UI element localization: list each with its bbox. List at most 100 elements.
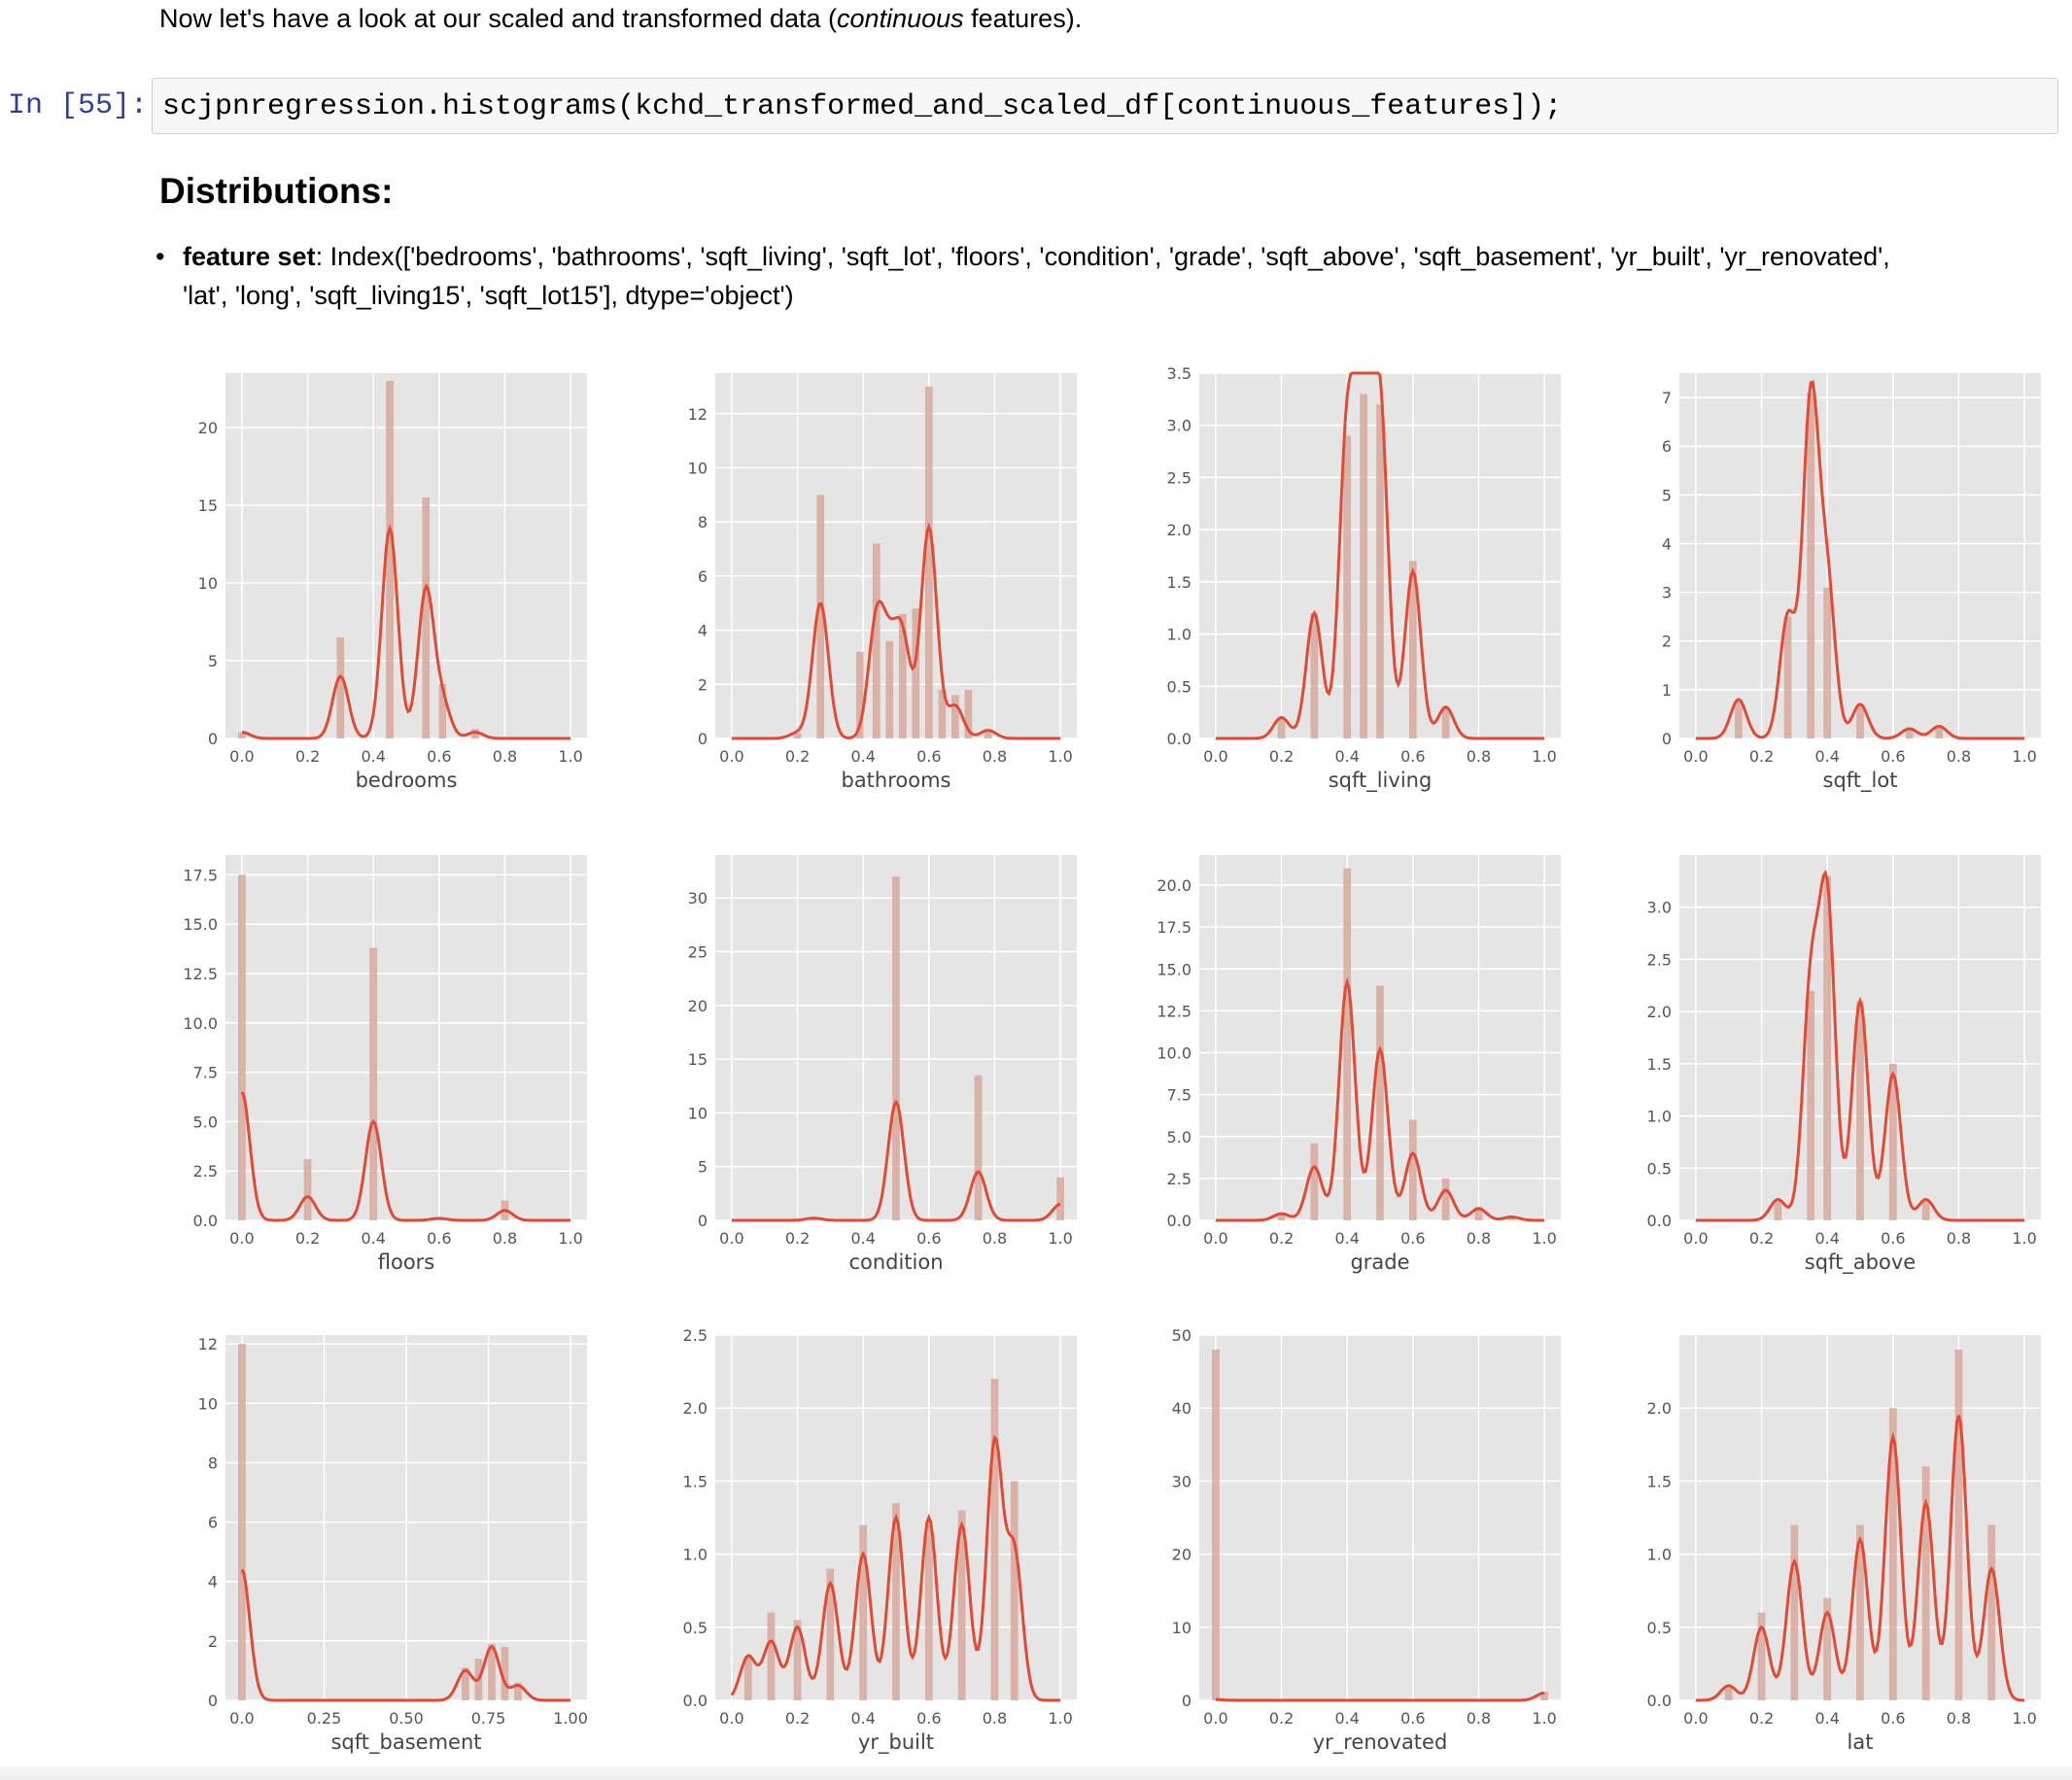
histogram-bar — [1441, 1178, 1450, 1220]
histogram-bar — [1790, 1524, 1799, 1700]
y-tick-label: 3 — [1662, 584, 1672, 602]
x-tick-label: 0.2 — [785, 1709, 810, 1728]
histogram-bar — [1823, 587, 1832, 738]
histogram-bar — [1734, 699, 1743, 738]
x-tick-label: 1.0 — [558, 1229, 582, 1248]
x-tick-label: 0.2 — [1269, 1709, 1294, 1728]
x-axis-label: sqft_living — [1329, 769, 1433, 793]
x-axis-label: sqft_lot — [1823, 769, 1898, 793]
histogram-bar — [1507, 1216, 1516, 1220]
chart-sqft-lot: 0.0 0.2 0.4 0.6 0.8 1.0 0 1 2 3 4 5 6 7 sqft_lot — [1662, 373, 2041, 793]
x-tick-label: 0.4 — [361, 747, 385, 766]
y-tick-label: 20 — [198, 419, 218, 437]
x-tick-label: 0.4 — [1814, 1709, 1839, 1728]
x-tick-label: 1.0 — [1048, 1709, 1072, 1728]
y-tick-label: 0.5 — [1167, 677, 1191, 696]
y-tick-label: 2.5 — [683, 1326, 708, 1345]
y-tick-label: 0.0 — [1647, 1212, 1672, 1230]
x-tick-label: 0.6 — [1400, 747, 1425, 766]
histogram-bar — [303, 1158, 312, 1220]
histogram-bar — [501, 1646, 509, 1700]
y-tick-label: 2 — [1662, 633, 1672, 651]
x-tick-label: 0.6 — [1881, 1229, 1905, 1248]
feature-set-text: : Index(['bedrooms', 'bathrooms', 'sqft_… — [183, 242, 1890, 310]
x-tick-label: 0.6 — [1400, 1709, 1425, 1728]
x-tick-label: 0.4 — [1334, 1229, 1359, 1248]
histogram-bar — [1921, 1199, 1930, 1220]
y-tick-label: 2.5 — [1167, 468, 1191, 487]
kde-line — [731, 1099, 1061, 1222]
y-tick-label: 2.0 — [683, 1399, 708, 1418]
x-tick-label: 0.2 — [295, 1229, 320, 1248]
y-tick-label: 15.0 — [183, 915, 218, 934]
feature-set-label: feature set — [183, 242, 316, 271]
x-tick-label: 0.2 — [1269, 1229, 1294, 1248]
code-cell-input[interactable]: scjpnregression.histograms(kchd_transfor… — [152, 78, 2058, 134]
y-tick-label: 1.5 — [683, 1472, 708, 1490]
chart-sqft-above: 0.0 0.2 0.4 0.6 0.8 1.0 0.0 0.5 1.0 1.5 2.0 2.5 3.0 s… — [1647, 855, 2041, 1275]
y-tick-label: 10.0 — [1157, 1044, 1191, 1063]
y-tick-label: 4 — [208, 1573, 218, 1592]
y-tick-label: 0 — [698, 1212, 708, 1230]
y-tick-label: 5 — [208, 652, 218, 670]
x-tick-label: 1.0 — [1048, 747, 1072, 766]
intro-text-emphasis: continuous — [837, 4, 964, 33]
histogram-bar — [912, 608, 920, 738]
histogram-bar — [1774, 1199, 1782, 1220]
code-source[interactable]: scjpnregression.histograms(kchd_transfor… — [162, 90, 1563, 123]
y-tick-label: 6 — [1662, 437, 1672, 456]
chart-bedrooms: 0.0 0.2 0.4 0.6 0.8 1.0 0 5 10 15 20 bedrooms — [198, 373, 587, 792]
x-tick-label: 0.8 — [1947, 1229, 1971, 1248]
x-tick-label: 0.50 — [389, 1709, 424, 1728]
histogram-bar — [386, 381, 394, 738]
histogram-bar — [1724, 1685, 1733, 1700]
x-tick-label: 0.4 — [1334, 747, 1359, 766]
bottom-scroll-region — [0, 1766, 2072, 1780]
x-tick-label: 0.0 — [719, 1229, 743, 1248]
histogram-bar — [950, 695, 959, 738]
y-tick-label: 0 — [208, 1692, 218, 1710]
y-tick-label: 0 — [1662, 730, 1672, 748]
y-tick-label: 2 — [208, 1632, 218, 1651]
x-tick-label: 1.0 — [1048, 1229, 1072, 1248]
x-axis-label: yr_built — [858, 1730, 934, 1755]
plot-area — [225, 855, 587, 1220]
y-tick-label: 4 — [698, 622, 708, 640]
histogram-bar — [1856, 1524, 1864, 1700]
x-tick-label: 0.8 — [1947, 1709, 1971, 1728]
x-tick-label: 0.8 — [1467, 747, 1491, 766]
histogram-bar — [336, 637, 345, 738]
output-heading: Distributions: — [159, 171, 394, 211]
x-tick-label: 0.6 — [916, 1229, 941, 1248]
y-tick-label: 0.0 — [193, 1212, 218, 1230]
histogram-bar — [1408, 561, 1417, 738]
histogram-bar — [1408, 1119, 1417, 1220]
x-tick-label: 0.0 — [229, 747, 254, 766]
chart-bathrooms: 0.0 0.2 0.4 0.6 0.8 1.0 0 2 4 6 8 10 12 bathrooms — [688, 373, 1077, 792]
histogram-bar — [816, 495, 825, 738]
x-tick-label: 0.6 — [1881, 1709, 1905, 1728]
y-tick-label: 30 — [1172, 1472, 1191, 1490]
x-tick-label: 1.0 — [558, 747, 582, 766]
y-tick-label: 20 — [688, 997, 708, 1015]
histogram-bar — [924, 386, 933, 738]
histogram-bar — [1441, 706, 1450, 738]
y-tick-label: 0 — [1182, 1692, 1191, 1710]
intro-text-after: features). — [963, 4, 1083, 33]
histogram-bar — [938, 689, 947, 738]
y-tick-label: 0.0 — [683, 1692, 708, 1710]
x-tick-label: 0.2 — [1749, 1709, 1774, 1728]
y-tick-label: 1.5 — [1647, 1472, 1672, 1490]
histogram-bar — [1954, 1350, 1963, 1700]
x-tick-label: 0.0 — [719, 747, 743, 766]
kde-line — [1695, 869, 2025, 1222]
histogram-bar — [1310, 613, 1319, 738]
y-tick-label: 3.0 — [1167, 417, 1191, 435]
x-tick-label: 1.0 — [2012, 1709, 2036, 1728]
y-tick-label: 15 — [198, 496, 218, 515]
y-tick-label: 1.0 — [1647, 1546, 1672, 1564]
histogram-bar — [1905, 728, 1914, 738]
histogram-bar — [1783, 616, 1792, 738]
x-tick-label: 0.2 — [1269, 747, 1294, 766]
x-tick-label: 0.2 — [295, 747, 320, 766]
